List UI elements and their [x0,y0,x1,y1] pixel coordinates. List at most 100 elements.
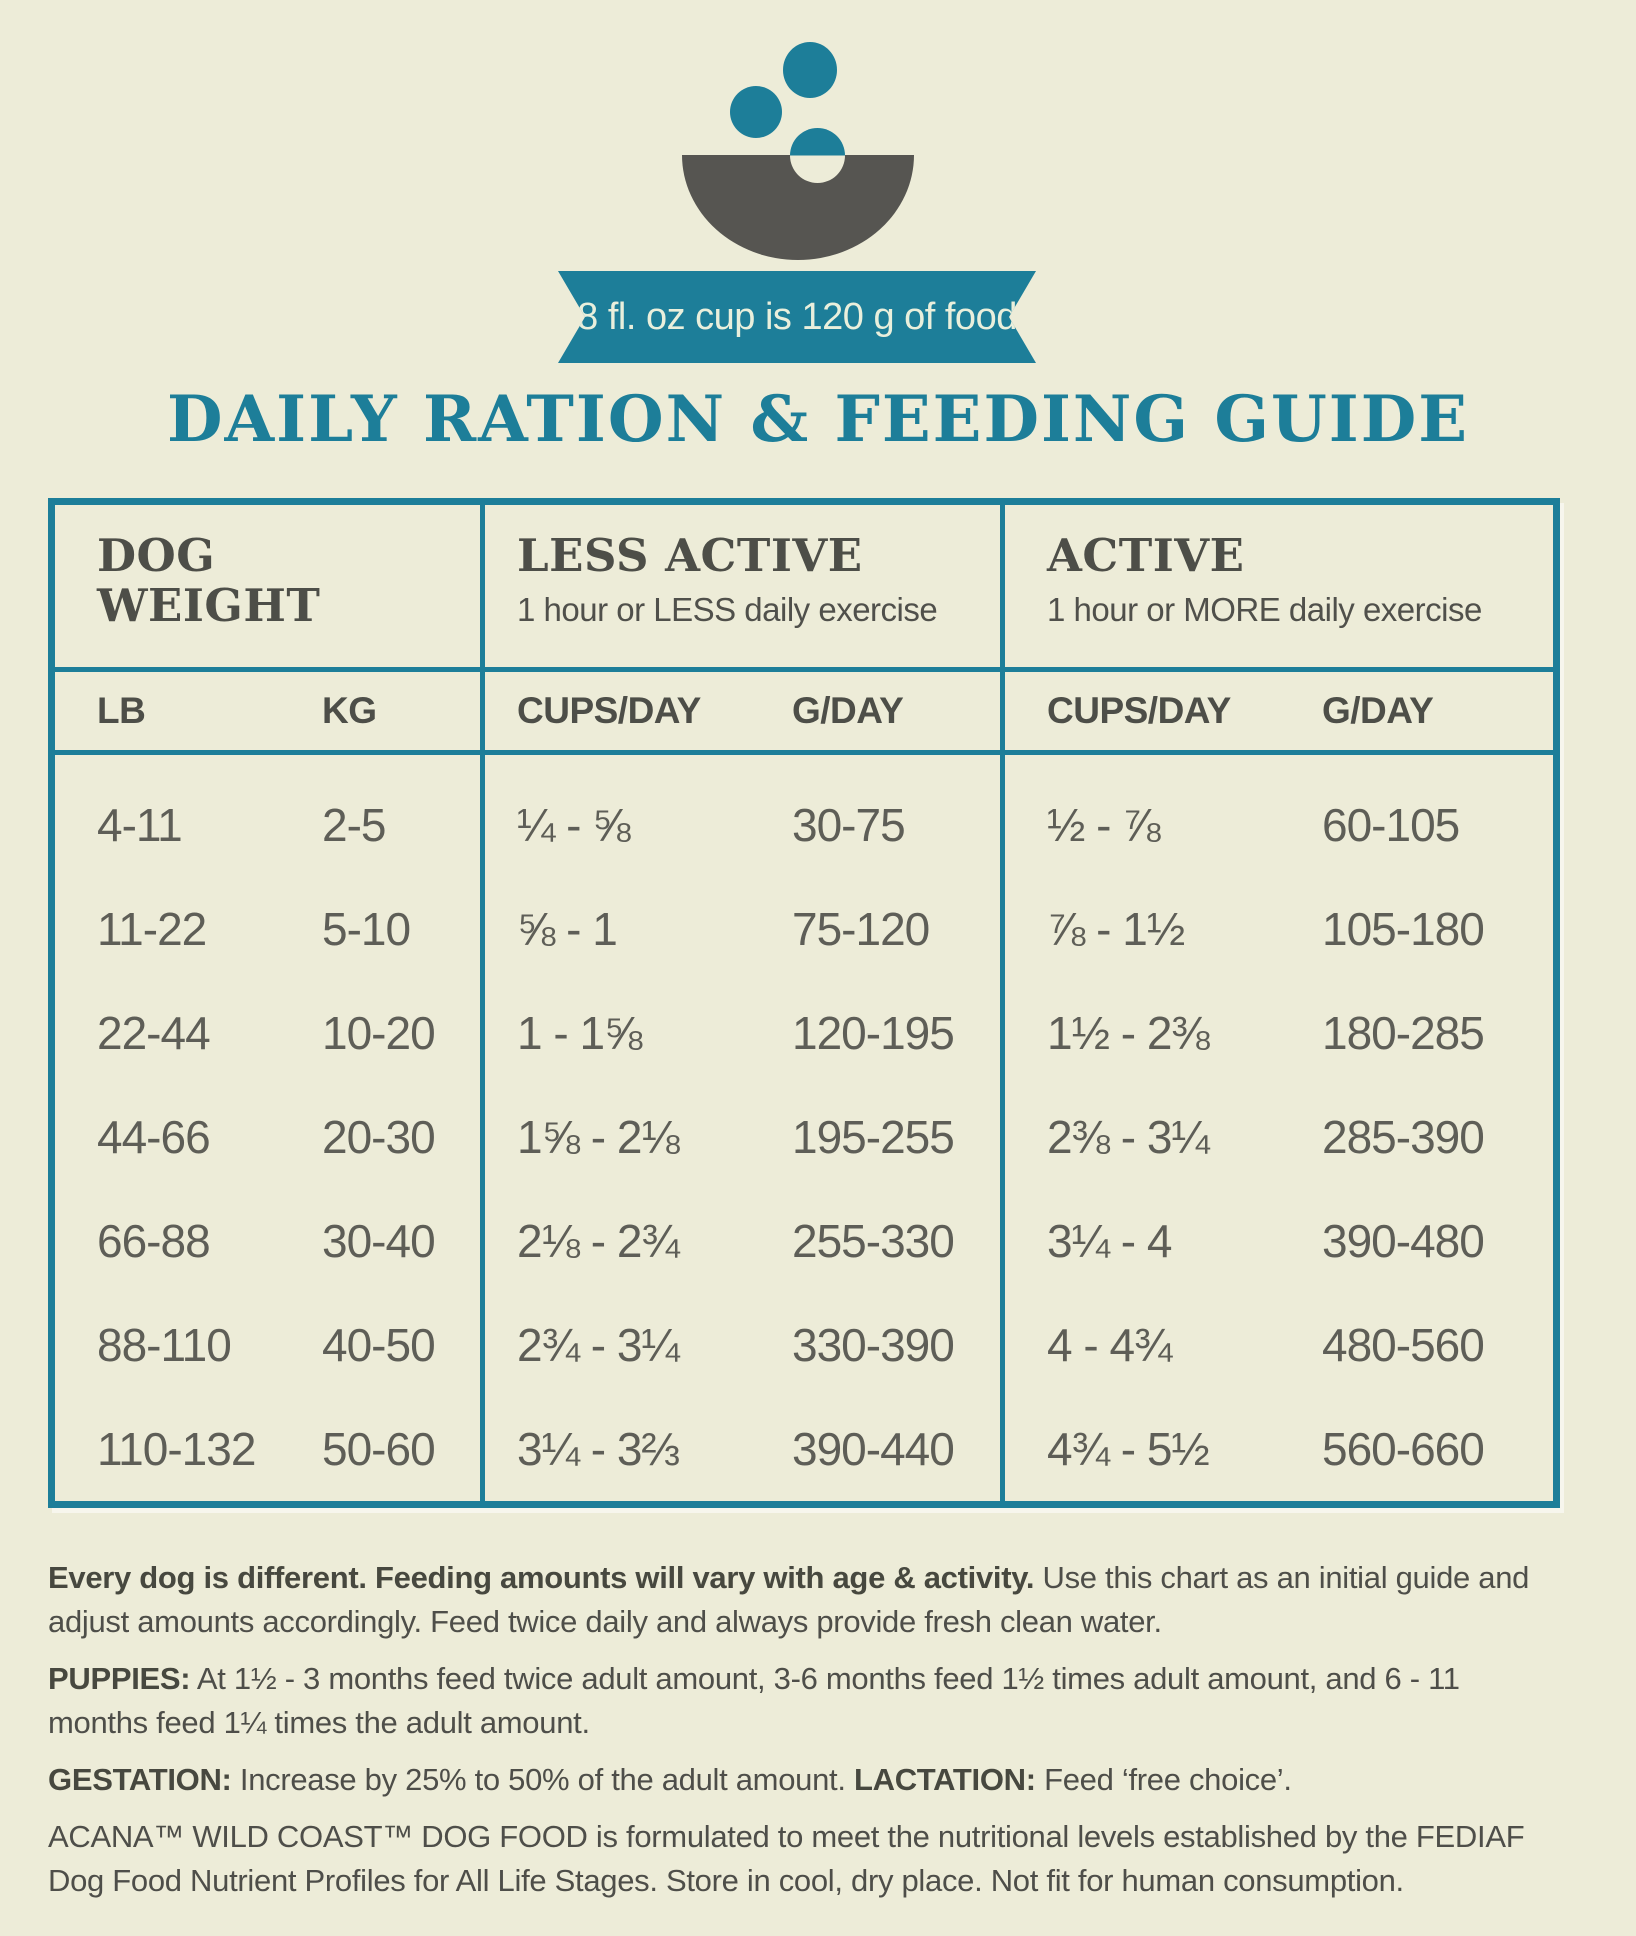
column-group-dog-weight: DOG WEIGHT LB KG 4-11 2-5 11-22 5-10 22-44… [55,505,480,1501]
note-general: Every dog is different. Feeding amounts … [48,1560,1530,1640]
table-row: 66-88 30-40 [55,1189,480,1293]
group-subtitle: 1 hour or MORE daily exercise [1047,591,1482,629]
table-row: 4 - 4¾ 480-560 [1005,1293,1553,1397]
kibble-dot-icon [790,128,845,183]
note-gestation-lactation: GESTATION: Increase by 25% to 50% of the… [48,1762,1292,1798]
table-cell: ⅞ - 1½ [1047,903,1185,955]
feeding-table: DOG WEIGHT LB KG 4-11 2-5 11-22 5-10 22-44… [48,498,1560,1508]
group-body: ¼ - ⅝ 30-75 ⅝ - 1 75-120 1 - 1⅝ 120-195 1⅝ … [485,755,1000,1501]
table-row: 2¾ - 3¼ 330-390 [485,1293,1000,1397]
column-header-kg: KG [322,690,377,731]
kibble-dot-icon [730,86,782,138]
ribbon-text: 8 fl. oz cup is 120 g of food [577,295,1017,338]
table-cell: 30-75 [792,799,906,851]
table-cell: 390-440 [792,1423,955,1475]
table-cell: 30-40 [322,1215,436,1267]
table-cell: 60-105 [1322,799,1460,851]
table-cell: 3¼ - 4 [1047,1215,1172,1267]
table-cell: 4 - 4¾ [1047,1319,1172,1371]
table-cell: 390-480 [1322,1215,1485,1267]
table-cell: 2-5 [322,799,386,851]
table-cell: ¼ - ⅝ [517,799,631,851]
table-row: ¼ - ⅝ 30-75 [485,773,1000,877]
table-cell: 1⅝ - 2⅛ [517,1111,680,1163]
table-row: 1⅝ - 2⅛ 195-255 [485,1085,1000,1189]
table-cell: 44-66 [97,1111,211,1163]
table-cell: 105-180 [1322,903,1485,955]
table-row: 4-11 2-5 [55,773,480,877]
table-cell: 22-44 [97,1007,211,1059]
table-cell: 195-255 [792,1111,955,1163]
table-cell: 75-120 [792,903,930,955]
table-row: 22-44 10-20 [55,981,480,1085]
group-title: LESS ACTIVE [517,529,863,582]
column-group-less-active: LESS ACTIVE 1 hour or LESS daily exercis… [480,505,1000,1501]
table-cell: 1½ - 2⅜ [1047,1007,1210,1059]
table-cell: 50-60 [322,1423,436,1475]
table-row: ½ - ⅞ 60-105 [1005,773,1553,877]
cup-equivalence-ribbon: 8 fl. oz cup is 120 g of food [558,271,1036,363]
group-body: 4-11 2-5 11-22 5-10 22-44 10-20 44-66 20-30 … [55,755,480,1501]
column-header-lb: LB [97,690,146,731]
column-header-g-day: G/DAY [792,690,904,731]
table-row: 3¼ - 3⅔ 390-440 [485,1397,1000,1501]
table-row: 1 - 1⅝ 120-195 [485,981,1000,1085]
table-cell: 285-390 [1322,1111,1485,1163]
group-header: ACTIVE 1 hour or MORE daily exercise [1005,505,1553,672]
kibble-dot-icon [783,42,837,98]
note-formulation: ACANA™ WILD COAST™ DOG FOOD is formulate… [48,1819,1525,1899]
column-header-cups-day: CUPS/DAY [517,690,701,731]
note-general-lead: Every dog is different. Feeding amounts … [48,1560,1035,1595]
note-puppies-label: PUPPIES: [48,1661,191,1697]
table-cell: 255-330 [792,1215,955,1267]
table-row: 3¼ - 4 390-480 [1005,1189,1553,1293]
group-title: DOG WEIGHT [97,529,321,633]
subheader-row: LB KG [55,672,480,755]
table-row: 110-132 50-60 [55,1397,480,1501]
table-cell: 110-132 [97,1423,256,1475]
table-cell: 2⅜ - 3¼ [1047,1111,1210,1163]
group-title: ACTIVE [1047,529,1245,582]
group-header: DOG WEIGHT [55,505,480,672]
table-cell: 330-390 [792,1319,955,1371]
table-cell: 10-20 [322,1007,436,1059]
table-row: 44-66 20-30 [55,1085,480,1189]
table-cell: 480-560 [1322,1319,1485,1371]
table-row: 4¾ - 5½ 560-660 [1005,1397,1553,1501]
table-row: 2⅛ - 2¾ 255-330 [485,1189,1000,1293]
table-row: ⅝ - 1 75-120 [485,877,1000,981]
table-cell: 180-285 [1322,1007,1485,1059]
group-header: LESS ACTIVE 1 hour or LESS daily exercis… [485,505,1000,672]
table-cell: 2⅛ - 2¾ [517,1215,680,1267]
subheader-row: CUPS/DAY G/DAY [1005,672,1553,755]
column-group-active: ACTIVE 1 hour or MORE daily exercise CUP… [1000,505,1553,1501]
table-cell: 560-660 [1322,1423,1485,1475]
footer-notes: Every dog is different. Feeding amounts … [48,1556,1564,1916]
subheader-row: CUPS/DAY G/DAY [485,672,1000,755]
table-row: 11-22 5-10 [55,877,480,981]
note-gestation-label: GESTATION: [48,1762,232,1798]
table-cell: 3¼ - 3⅔ [517,1423,680,1475]
table-cell: 4¾ - 5½ [1047,1423,1210,1475]
table-cell: 5-10 [322,903,411,955]
table-cell: 20-30 [322,1111,436,1163]
table-cell: ½ - ⅞ [1047,799,1161,851]
table-cell: 11-22 [97,903,207,955]
table-row: ⅞ - 1½ 105-180 [1005,877,1553,981]
column-header-g-day: G/DAY [1322,690,1434,731]
table-row: 2⅜ - 3¼ 285-390 [1005,1085,1553,1189]
table-cell: 2¾ - 3¼ [517,1319,680,1371]
table-cell: 120-195 [792,1007,955,1059]
note-lactation-label: LACTATION: [853,1762,1036,1798]
table-cell: 4-11 [97,799,183,851]
table-cell: ⅝ - 1 [517,903,618,955]
column-header-cups-day: CUPS/DAY [1047,690,1231,731]
table-cell: 1 - 1⅝ [517,1007,642,1059]
page-title: DAILY RATION & FEEDING GUIDE [166,382,1470,457]
table-cell: 88-110 [97,1319,232,1371]
table-cell: 40-50 [322,1319,436,1371]
table-row: 1½ - 2⅜ 180-285 [1005,981,1553,1085]
table-row: 88-110 40-50 [55,1293,480,1397]
table-cell: 66-88 [97,1215,211,1267]
